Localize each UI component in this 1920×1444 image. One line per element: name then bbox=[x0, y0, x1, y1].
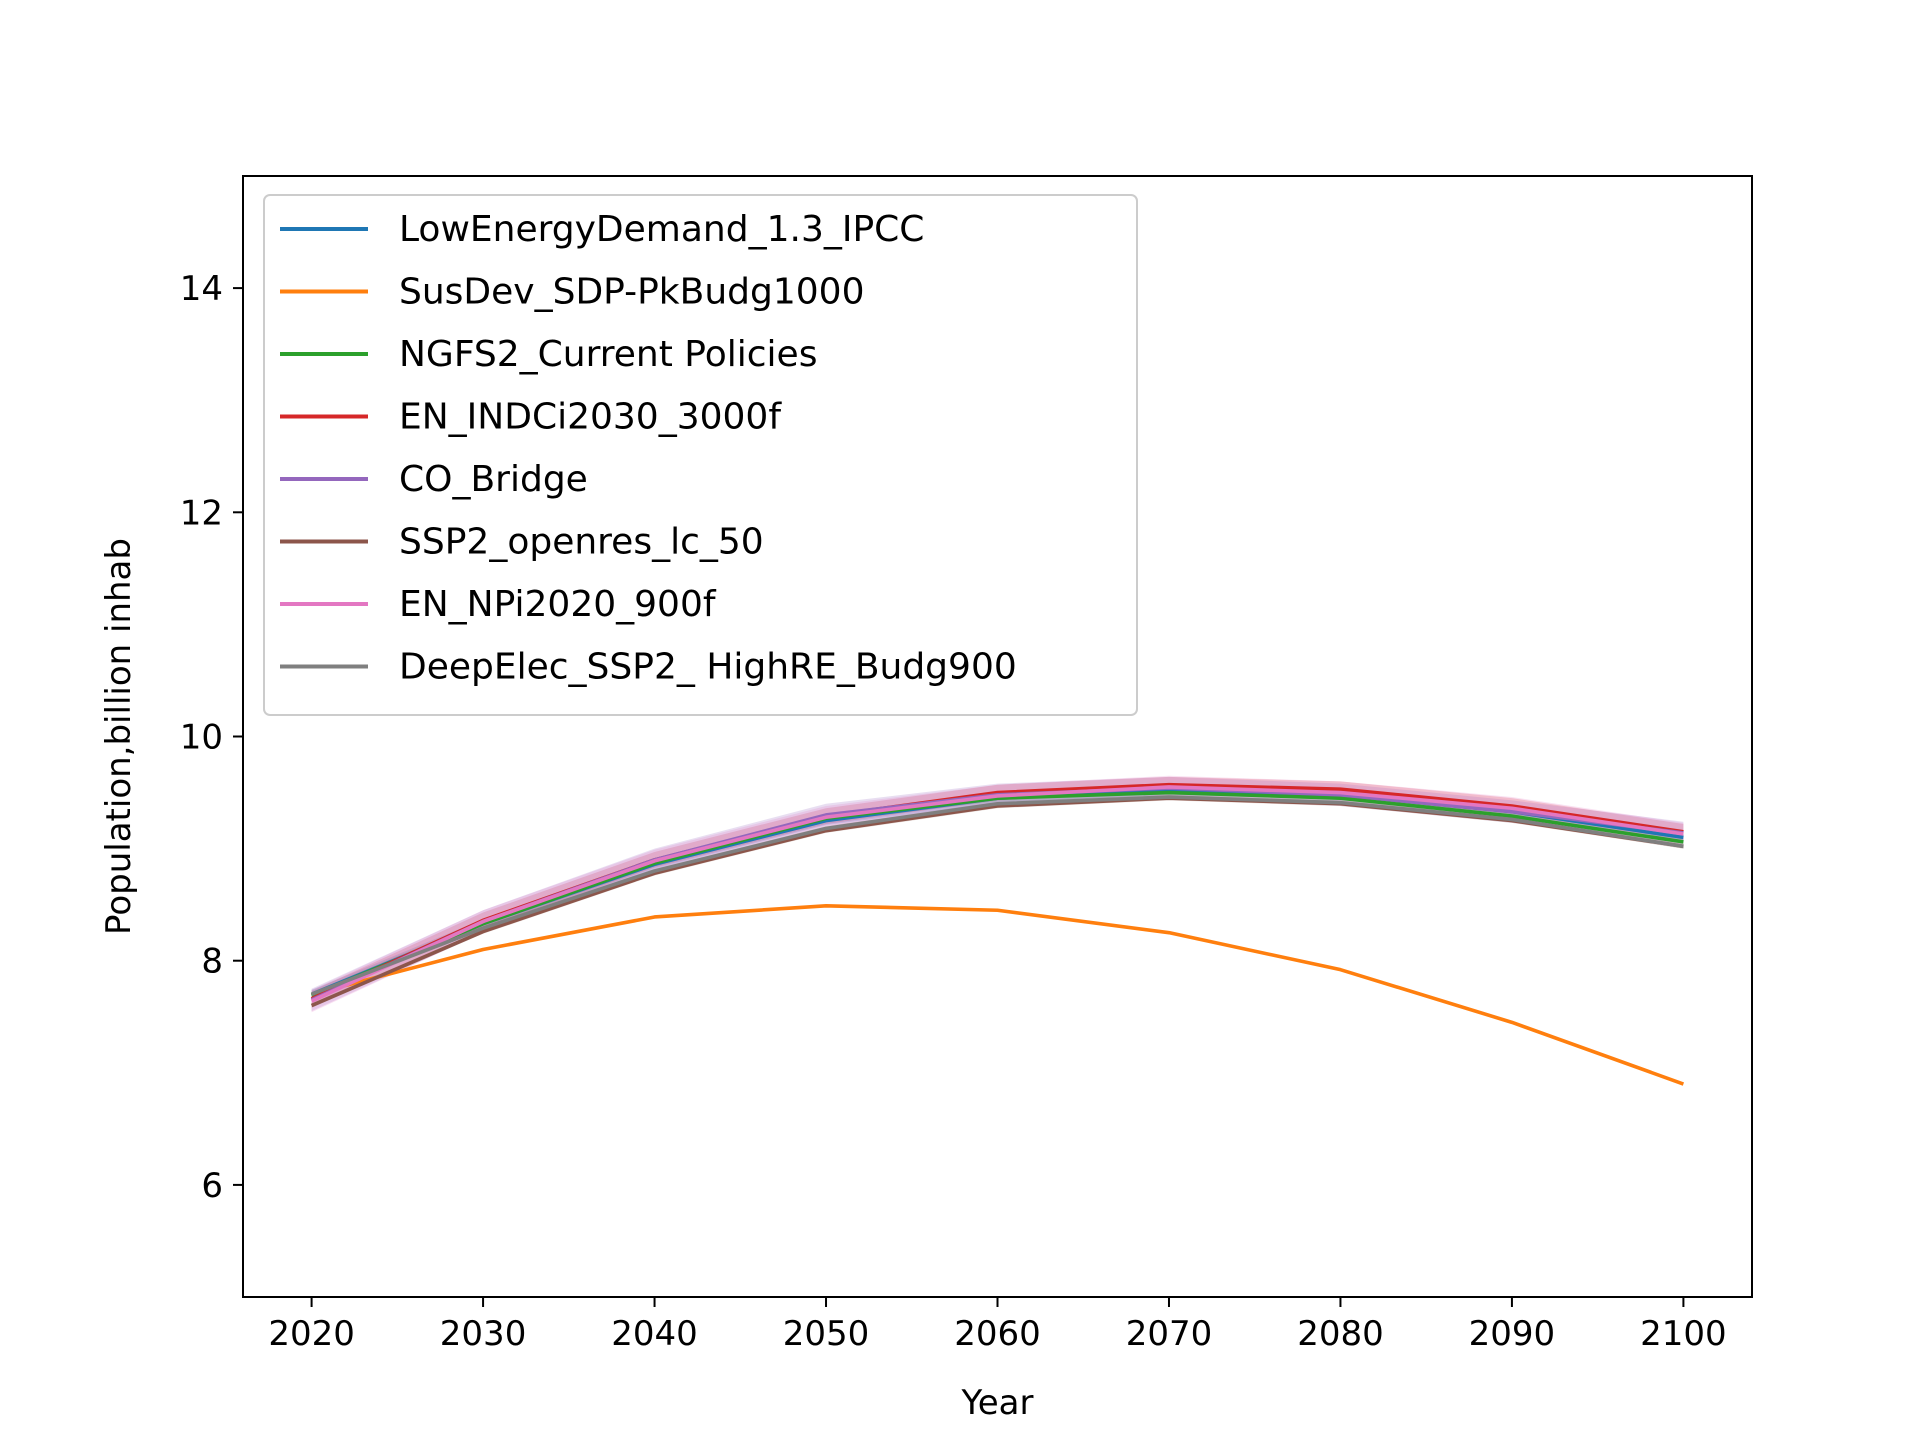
legend-label-4: EN_INDCi2030_3000f bbox=[399, 397, 782, 438]
y-tick-label-2: 8 bbox=[201, 942, 223, 982]
x-tick-label-3: 2040 bbox=[611, 1314, 698, 1354]
legend-label-7: EN_NPi2020_900f bbox=[399, 584, 717, 625]
legend-box bbox=[263, 194, 1138, 716]
x-tick-label-8: 2090 bbox=[1469, 1314, 1556, 1354]
y-tick-label-5: 14 bbox=[180, 269, 223, 309]
legend-label-8: DeepElec_SSP2_ HighRE_Budg900 bbox=[399, 647, 1017, 688]
x-axis-ticks: 2020 2030 2040 2050 2060 2070 2080 2090 2100 bbox=[268, 1297, 1727, 1354]
legend-label-5: CO_Bridge bbox=[399, 459, 588, 500]
series-line-3 bbox=[310, 790, 1684, 998]
x-tick-label-2: 2030 bbox=[440, 1314, 527, 1354]
x-tick-label-1: 2020 bbox=[268, 1314, 355, 1354]
series-line-8 bbox=[310, 795, 1684, 997]
y-tick-label-4: 12 bbox=[180, 493, 223, 533]
series-lines bbox=[310, 782, 1685, 1086]
series-line-2 bbox=[311, 903, 1685, 1086]
x-tick-label-4: 2050 bbox=[783, 1314, 870, 1354]
x-tick-label-6: 2070 bbox=[1126, 1314, 1213, 1354]
series-line-7 bbox=[310, 785, 1684, 1003]
legend-label-1: LowEnergyDemand_1.3_IPCC bbox=[399, 209, 924, 250]
x-axis-label: Year bbox=[961, 1383, 1034, 1423]
x-tick-label-7: 2080 bbox=[1297, 1314, 1384, 1354]
legend-label-3: NGFS2_Current Policies bbox=[399, 334, 817, 375]
legend-label-2: SusDev_SDP-PkBudg1000 bbox=[399, 272, 864, 313]
y-tick-label-3: 10 bbox=[180, 718, 223, 758]
series-band-4 bbox=[311, 776, 1684, 1007]
x-tick-label-5: 2060 bbox=[954, 1314, 1041, 1354]
y-axis-label: Population,billion inhab bbox=[99, 538, 139, 935]
x-tick-label-9: 2100 bbox=[1640, 1314, 1727, 1354]
legend: LowEnergyDemand_1.3_IPCC SusDev_SDP-PkBud… bbox=[263, 194, 1138, 716]
y-tick-label-1: 6 bbox=[201, 1166, 223, 1206]
legend-label-6: SSP2_openres_lc_50 bbox=[399, 522, 764, 563]
y-axis-ticks: 6 8 10 12 14 bbox=[180, 269, 243, 1206]
